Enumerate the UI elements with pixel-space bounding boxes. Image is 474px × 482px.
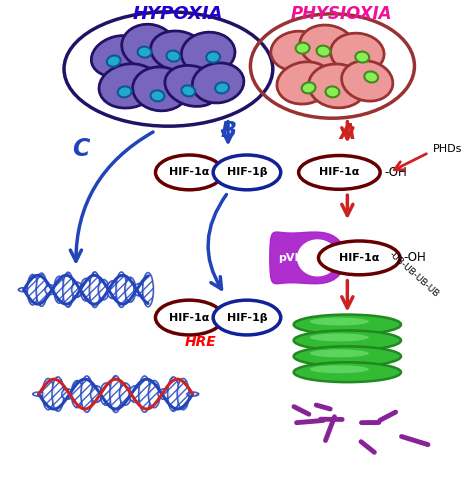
Ellipse shape: [310, 349, 369, 357]
Text: HYPOXIA: HYPOXIA: [133, 5, 224, 23]
Ellipse shape: [52, 377, 64, 411]
Ellipse shape: [317, 46, 330, 57]
Ellipse shape: [18, 288, 29, 292]
Ellipse shape: [310, 318, 369, 325]
Ellipse shape: [71, 380, 83, 408]
Ellipse shape: [168, 377, 179, 411]
Text: PHYSIOXIA: PHYSIOXIA: [291, 5, 392, 23]
Text: HIF-1β: HIF-1β: [227, 312, 267, 322]
Ellipse shape: [148, 380, 160, 408]
Ellipse shape: [301, 82, 316, 94]
Ellipse shape: [294, 362, 401, 382]
Ellipse shape: [129, 386, 141, 402]
Text: PHDs: PHDs: [433, 144, 462, 154]
Ellipse shape: [139, 376, 151, 412]
Ellipse shape: [187, 392, 199, 396]
Ellipse shape: [81, 376, 93, 412]
Ellipse shape: [158, 389, 170, 399]
Ellipse shape: [90, 272, 100, 308]
Ellipse shape: [91, 386, 102, 402]
Ellipse shape: [133, 67, 188, 111]
Ellipse shape: [107, 55, 120, 67]
Ellipse shape: [98, 280, 109, 300]
Text: HIF-1β: HIF-1β: [227, 167, 267, 177]
Ellipse shape: [326, 86, 339, 97]
Ellipse shape: [277, 62, 332, 104]
Text: -OH: -OH: [384, 166, 407, 179]
Text: C: C: [72, 136, 90, 161]
Text: B: B: [220, 120, 236, 141]
Text: -UB-UB-UB-UB: -UB-UB-UB-UB: [387, 250, 440, 299]
Ellipse shape: [365, 71, 378, 82]
Ellipse shape: [54, 276, 64, 303]
Ellipse shape: [91, 36, 146, 77]
Ellipse shape: [72, 282, 82, 297]
Text: pVHL: pVHL: [278, 253, 311, 263]
Ellipse shape: [310, 365, 369, 373]
Ellipse shape: [182, 32, 235, 74]
Text: A: A: [339, 122, 356, 143]
Text: HRE: HRE: [184, 335, 216, 349]
Ellipse shape: [99, 64, 158, 108]
Ellipse shape: [119, 383, 131, 405]
Ellipse shape: [213, 300, 281, 335]
Ellipse shape: [192, 63, 244, 103]
Ellipse shape: [33, 392, 45, 396]
Ellipse shape: [165, 66, 219, 107]
Ellipse shape: [215, 82, 229, 94]
Text: HIF-1α: HIF-1α: [169, 167, 210, 177]
Ellipse shape: [155, 300, 223, 335]
Ellipse shape: [27, 274, 38, 305]
Ellipse shape: [116, 272, 127, 308]
Ellipse shape: [155, 155, 223, 190]
Ellipse shape: [309, 64, 366, 108]
Ellipse shape: [143, 273, 154, 307]
Ellipse shape: [356, 52, 369, 63]
Text: HIF-1α: HIF-1α: [169, 312, 210, 322]
Ellipse shape: [206, 52, 220, 63]
Polygon shape: [298, 240, 337, 276]
Ellipse shape: [177, 378, 189, 410]
Ellipse shape: [296, 42, 310, 54]
Text: HIF-1α: HIF-1α: [319, 167, 360, 177]
Ellipse shape: [100, 383, 112, 405]
Ellipse shape: [137, 47, 152, 57]
Ellipse shape: [151, 31, 206, 71]
Ellipse shape: [125, 277, 136, 302]
Ellipse shape: [36, 273, 47, 306]
Ellipse shape: [63, 272, 73, 307]
Ellipse shape: [107, 281, 118, 298]
Ellipse shape: [81, 279, 91, 301]
Ellipse shape: [342, 61, 393, 101]
Ellipse shape: [310, 334, 369, 341]
Polygon shape: [270, 232, 346, 284]
Text: -OH: -OH: [403, 252, 426, 265]
Ellipse shape: [110, 375, 122, 413]
Text: HIF-1α: HIF-1α: [339, 253, 380, 263]
Ellipse shape: [299, 156, 380, 189]
Ellipse shape: [319, 241, 400, 275]
Ellipse shape: [118, 86, 132, 97]
Ellipse shape: [151, 90, 164, 101]
Ellipse shape: [134, 283, 145, 296]
Ellipse shape: [271, 31, 324, 71]
Ellipse shape: [294, 315, 401, 335]
Ellipse shape: [294, 331, 401, 350]
Ellipse shape: [42, 378, 54, 410]
Ellipse shape: [330, 33, 384, 73]
Ellipse shape: [300, 25, 355, 67]
Ellipse shape: [294, 347, 401, 366]
Ellipse shape: [62, 389, 73, 399]
Ellipse shape: [182, 85, 195, 96]
Ellipse shape: [166, 51, 180, 62]
Ellipse shape: [213, 155, 281, 190]
Ellipse shape: [45, 285, 56, 295]
Ellipse shape: [122, 24, 175, 68]
